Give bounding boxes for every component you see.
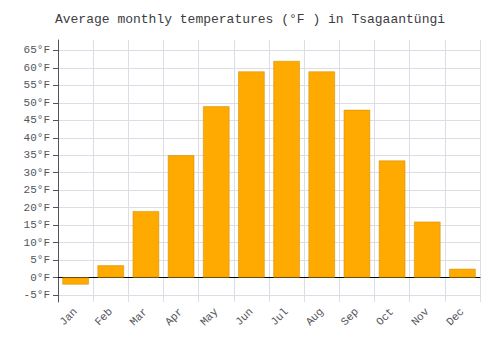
svg-text:65°F: 65°F [24, 44, 50, 56]
svg-text:Mar: Mar [128, 306, 150, 328]
svg-text:Dec: Dec [444, 306, 466, 328]
svg-text:35°F: 35°F [24, 149, 50, 161]
svg-text:Nov: Nov [409, 305, 432, 328]
svg-text:Oct: Oct [374, 306, 396, 328]
svg-text:Jun: Jun [233, 306, 255, 328]
svg-text:25°F: 25°F [24, 184, 50, 196]
svg-text:-5°F: -5°F [24, 289, 50, 301]
svg-text:40°F: 40°F [24, 132, 50, 144]
svg-text:Aug: Aug [304, 306, 326, 328]
svg-text:20°F: 20°F [24, 202, 50, 214]
svg-text:May: May [198, 305, 221, 328]
svg-text:45°F: 45°F [24, 114, 50, 126]
svg-text:Sep: Sep [339, 306, 361, 328]
svg-text:30°F: 30°F [24, 167, 50, 179]
svg-text:0°F: 0°F [30, 272, 50, 284]
svg-text:Jan: Jan [57, 306, 79, 328]
svg-text:50°F: 50°F [24, 97, 50, 109]
svg-text:55°F: 55°F [24, 79, 50, 91]
svg-text:60°F: 60°F [24, 62, 50, 74]
svg-text:Average monthly temperatures (: Average monthly temperatures (°F ) in Ts… [55, 12, 445, 27]
svg-text:15°F: 15°F [24, 219, 50, 231]
svg-text:Apr: Apr [163, 306, 185, 328]
svg-text:10°F: 10°F [24, 237, 50, 249]
svg-text:Jul: Jul [268, 306, 290, 328]
svg-text:5°F: 5°F [30, 254, 50, 266]
svg-text:Feb: Feb [93, 306, 115, 328]
